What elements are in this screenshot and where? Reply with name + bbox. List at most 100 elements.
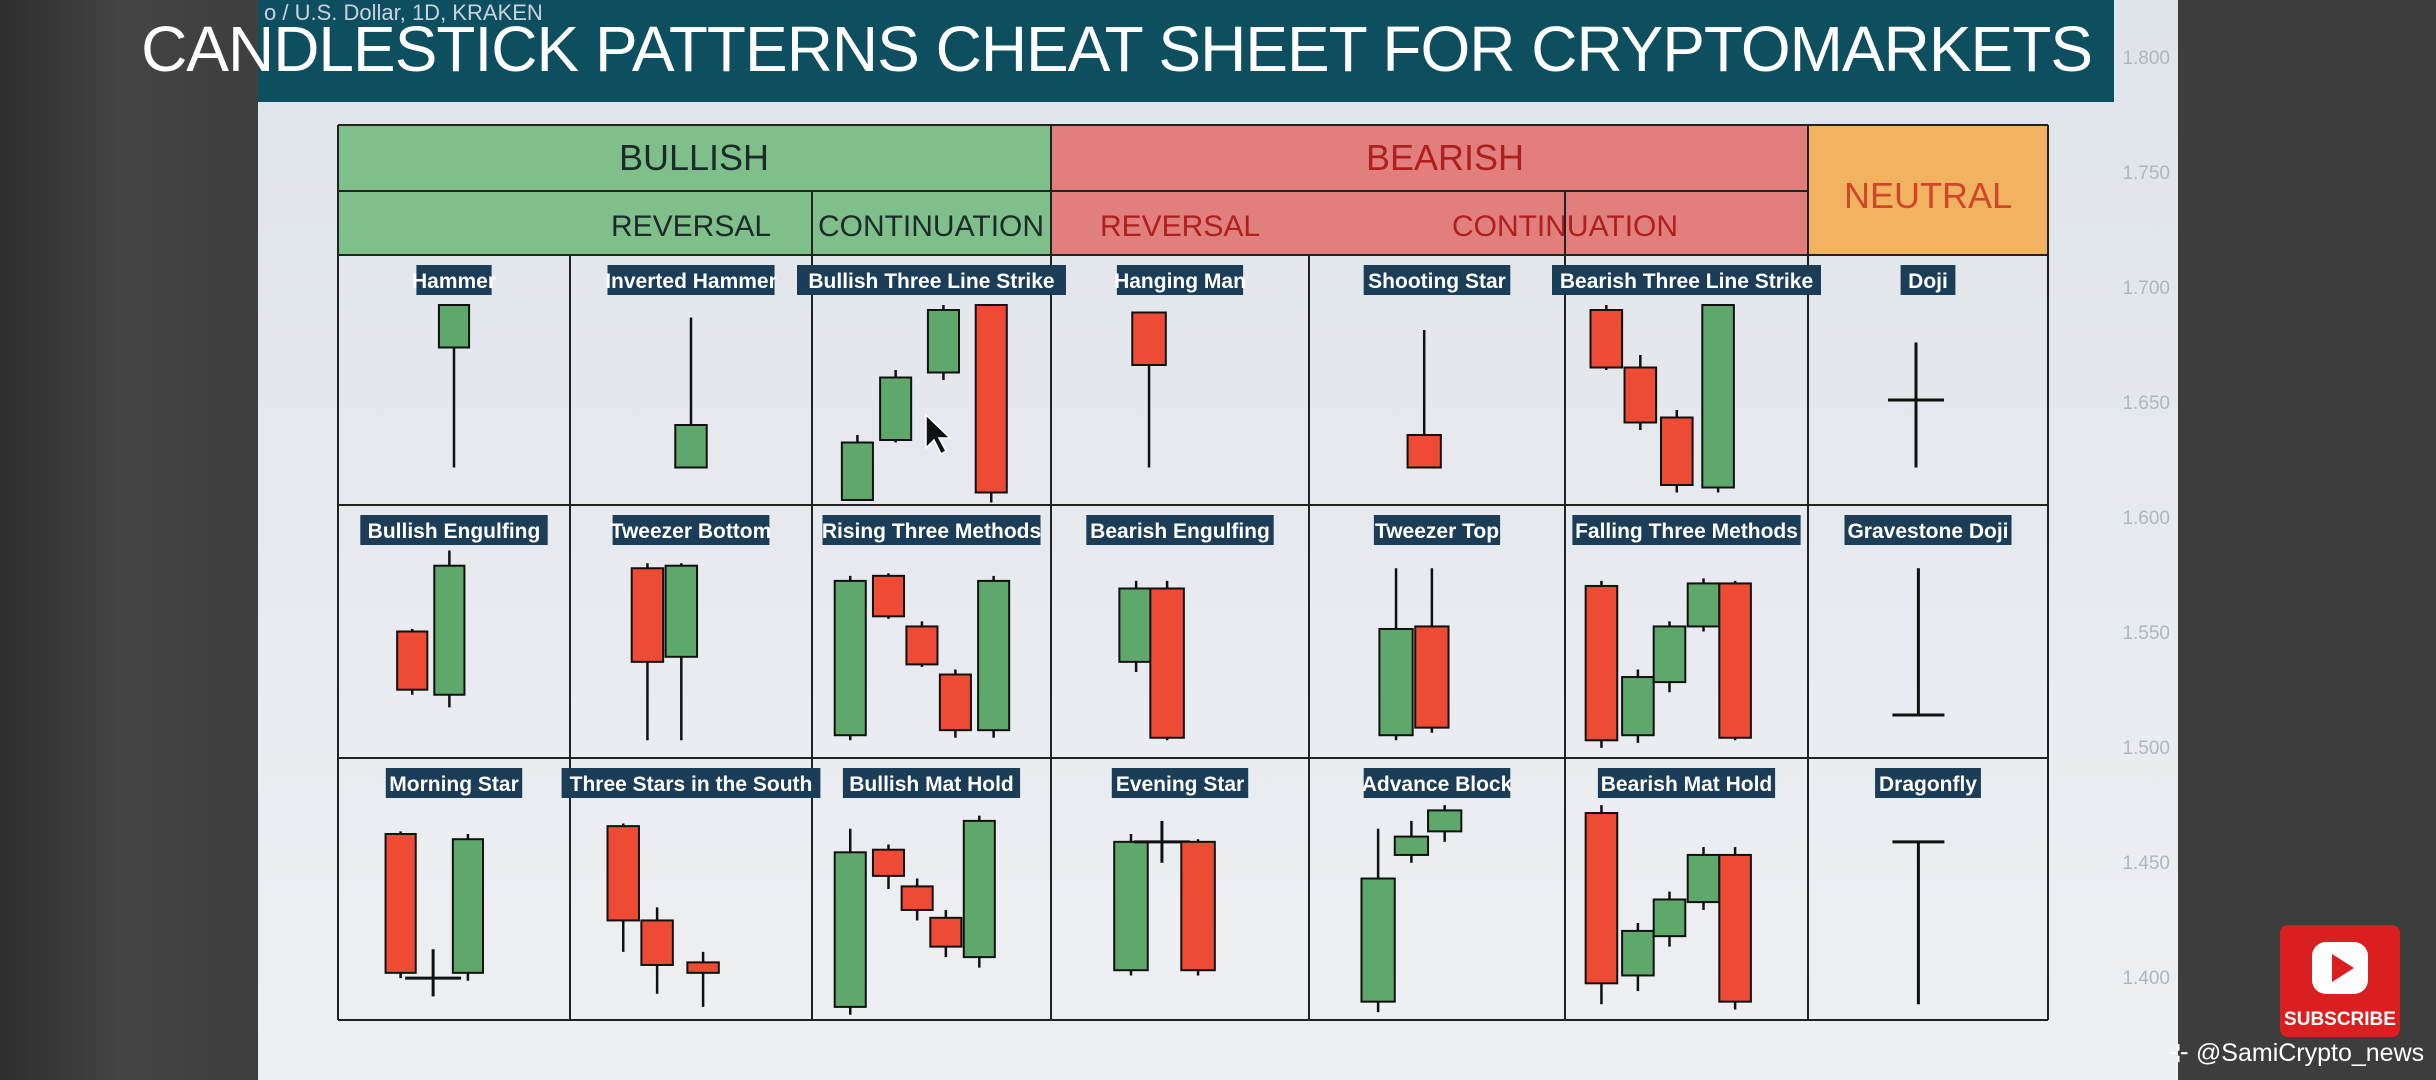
pattern-table: BULLISH BEARISH NEUTRAL REVERSAL CONTINUATIO…	[337, 124, 2049, 1021]
candle-body	[833, 851, 867, 1008]
pattern-label: Bearish Engulfing	[1090, 520, 1270, 543]
pattern-label: Bearish Three Line Strike	[1560, 270, 1813, 293]
candle-body	[1659, 416, 1694, 486]
pattern-label: Hanging Man	[1114, 270, 1246, 293]
pattern-label: Gravestone Doji	[1847, 520, 2008, 543]
channel-name: @SamiCrypto_news	[2195, 1039, 2425, 1067]
axis-tick-label: 1.450	[2122, 853, 2170, 874]
bullish-reversal-heading: REVERSAL	[611, 210, 771, 243]
pattern-label: Tweezer Bottom	[611, 520, 772, 543]
subscribe-button[interactable]: SUBSCRIBE	[2280, 925, 2400, 1037]
candle-body	[974, 304, 1008, 494]
candle-body	[1378, 627, 1414, 737]
candle-body	[840, 441, 874, 501]
axis-tick-label: 1.400	[2122, 968, 2170, 989]
candle-body	[905, 625, 939, 666]
pattern-label: Three Stars in the South	[570, 773, 813, 796]
candle-body	[606, 825, 640, 922]
candle-body	[1414, 625, 1450, 729]
axis-tick-label: 1.600	[2122, 508, 2170, 529]
play-icon	[2312, 942, 2368, 994]
mouse-cursor-icon	[925, 413, 952, 456]
candle-body	[1621, 676, 1655, 737]
candle-body	[1180, 840, 1216, 972]
candle-body	[1686, 582, 1721, 628]
cheat-sheet-slide: CANDLESTICK PATTERNS CHEAT SHEET FOR CRY…	[141, 0, 2178, 1080]
pattern-label-bg	[607, 265, 775, 295]
candle-body	[1149, 587, 1185, 739]
candle-body	[1718, 853, 1752, 1003]
pattern-label-bg	[1363, 265, 1511, 295]
pattern-label: Doji	[1908, 270, 1948, 293]
candle-body	[437, 304, 471, 349]
candle-body	[929, 916, 963, 948]
candle-body	[879, 376, 913, 441]
pattern-label-bg	[1086, 515, 1274, 545]
pattern-label: Rising Three Methods	[822, 520, 1041, 543]
candle-body	[396, 630, 429, 691]
candle-body	[1118, 587, 1154, 663]
pattern-label-bg	[612, 515, 770, 545]
candle-body	[384, 832, 417, 974]
pattern-label: Bearish Mat Hold	[1601, 773, 1773, 796]
subscribe-label: SUBSCRIBE	[2284, 1009, 2396, 1030]
bearish-heading: BEARISH	[1366, 137, 1524, 178]
header-bearish-band	[1051, 125, 1808, 191]
pattern-label-bg	[1597, 768, 1776, 798]
pattern-label: Evening Star	[1116, 773, 1244, 796]
candle-body	[926, 309, 960, 374]
candle-body	[1584, 584, 1619, 742]
page-title: CANDLESTICK PATTERNS CHEAT SHEET FOR CRY…	[141, 13, 2093, 85]
candle-body	[938, 673, 972, 732]
candle-body	[1427, 809, 1463, 833]
pattern-label-bg	[822, 515, 1041, 545]
pattern-label: Bullish Three Line Strike	[808, 270, 1054, 293]
pattern-label: Morning Star	[389, 773, 519, 796]
axis-tick-label: 1.800	[2122, 48, 2170, 69]
candle-body	[962, 819, 996, 959]
candle-body	[640, 919, 674, 966]
candle-body	[871, 574, 906, 618]
pattern-label-bg	[842, 768, 1021, 798]
axis-tick-label: 1.550	[2122, 623, 2170, 644]
pattern-label-bg	[797, 265, 1066, 295]
bullish-heading: BULLISH	[619, 137, 769, 178]
neutral-heading: NEUTRAL	[1844, 175, 2012, 216]
pattern-label: Tweezer Top	[1375, 520, 1499, 543]
axis-tick-label: 1.650	[2122, 393, 2170, 414]
axis-tick-label: 1.750	[2122, 163, 2170, 184]
pattern-label-bg	[1373, 515, 1501, 545]
pattern-label: Hammer	[412, 270, 496, 293]
pattern-label-bg	[1900, 265, 1956, 295]
pattern-label-bg	[1552, 265, 1821, 295]
header-bullish-band	[338, 125, 1051, 191]
candle-body	[1589, 309, 1624, 369]
pattern-label-bg	[1875, 768, 1981, 798]
candle-body	[1131, 311, 1167, 366]
title-banner: CANDLESTICK PATTERNS CHEAT SHEET FOR CRY…	[141, 0, 2114, 102]
candle-body	[1621, 929, 1655, 977]
candle-body	[1393, 835, 1430, 856]
pattern-label-bg	[385, 768, 523, 798]
candle-body	[1113, 840, 1149, 972]
pattern-label-bg	[1116, 265, 1244, 295]
pattern-label-bg	[1111, 768, 1249, 798]
pattern-label: Shooting Star	[1368, 270, 1506, 293]
axis-tick-label: 1.500	[2122, 738, 2170, 759]
pattern-label-bg	[1844, 515, 2012, 545]
candle-body	[1718, 582, 1752, 739]
candle-body	[1623, 366, 1658, 424]
pattern-label: Bullish Mat Hold	[849, 773, 1014, 796]
pattern-label: Bullish Engulfing	[368, 520, 541, 543]
candle-body	[977, 579, 1011, 732]
candle-body	[871, 848, 906, 877]
candle-body	[1584, 812, 1619, 985]
pattern-label-bg	[561, 768, 821, 798]
pattern-label: Dragonfly	[1879, 773, 1977, 796]
candle-body	[1701, 304, 1735, 489]
subheader-bearish-band	[1051, 191, 1808, 255]
header-neutral-band	[1808, 125, 2048, 255]
candle-body	[1360, 877, 1396, 1003]
candle-body	[664, 564, 699, 658]
pattern-label: Inverted Hammer	[605, 270, 777, 293]
